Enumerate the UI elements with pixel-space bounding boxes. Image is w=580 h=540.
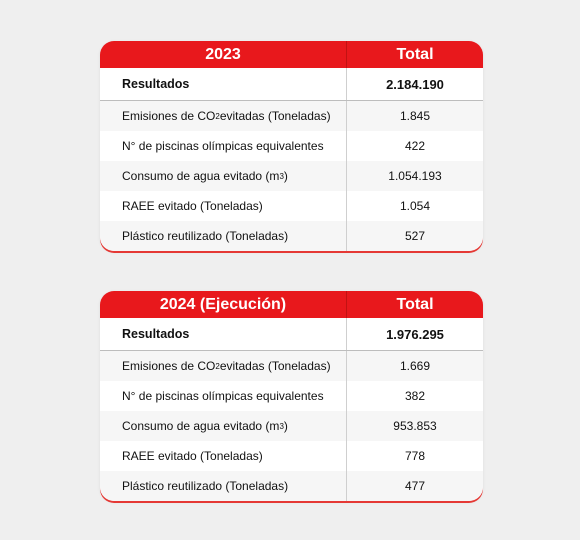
table-row: Plástico reutilizado (Toneladas) 527 [100,221,483,251]
table-row: Plástico reutilizado (Toneladas) 477 [100,471,483,501]
results-value: 1.976.295 [346,318,483,350]
results-row: Resultados 2.184.190 [100,68,483,101]
results-row: Resultados 1.976.295 [100,318,483,351]
table-header: 2023 Total [100,41,483,68]
table-2024: 2024 (Ejecución) Total Resultados 1.976.… [100,291,483,501]
row-label: N° de piscinas olímpicas equivalentes [122,139,324,153]
row-value: 1.054 [346,191,483,221]
row-value: 1.845 [346,101,483,131]
row-label: Emisiones de CO 2 evitadas (Toneladas) [122,109,331,123]
table-row: Emisiones de CO 2 evitadas (Toneladas) 1.… [100,101,483,131]
row-label: Plástico reutilizado (Toneladas) [122,229,289,243]
table-row: Consumo de agua evitado (m 3) 1.054.193 [100,161,483,191]
row-label: Consumo de agua evitado (m 3) [122,419,288,433]
row-value: 422 [346,131,483,161]
table-row: N° de piscinas olímpicas equivalentes 42… [100,131,483,161]
results-label: Resultados [122,327,190,341]
table-row: RAEE evitado (Toneladas) 778 [100,441,483,471]
table-header: 2024 (Ejecución) Total [100,291,483,318]
year-heading: 2024 (Ejecución) [159,295,287,313]
row-value: 477 [346,471,483,501]
row-label: Plástico reutilizado (Toneladas) [122,479,289,493]
row-label: N° de piscinas olímpicas equivalentes [122,389,324,403]
row-value: 382 [346,381,483,411]
table-row: Consumo de agua evitado (m 3) 953.853 [100,411,483,441]
table-row: RAEE evitado (Toneladas) 1.054 [100,191,483,221]
table-row: N° de piscinas olímpicas equivalentes 38… [100,381,483,411]
results-value: 2.184.190 [346,68,483,100]
row-value: 1.669 [346,351,483,381]
table-row: Emisiones de CO 2 evitadas (Toneladas) 1.… [100,351,483,381]
year-heading: 2023 [205,45,241,63]
row-label: Consumo de agua evitado (m 3) [122,169,288,183]
results-label: Resultados [122,77,190,91]
row-label: RAEE evitado (Toneladas) [122,199,263,213]
row-value: 1.054.193 [346,161,483,191]
table-2023: 2023 Total Resultados 2.184.190 Emisione… [100,41,483,251]
row-value: 953.853 [346,411,483,441]
row-label: Emisiones de CO 2 evitadas (Toneladas) [122,359,331,373]
total-heading: Total [346,41,483,68]
row-label: RAEE evitado (Toneladas) [122,449,263,463]
row-value: 527 [346,221,483,251]
row-value: 778 [346,441,483,471]
total-heading: Total [346,291,483,318]
